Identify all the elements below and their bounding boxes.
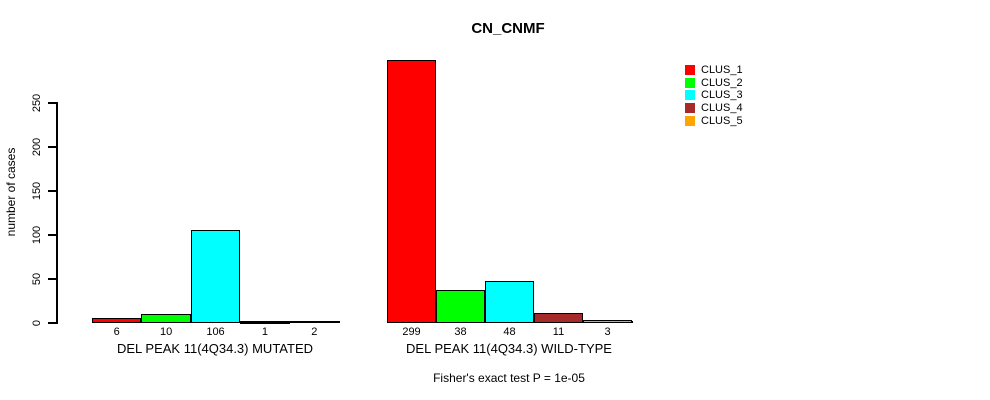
legend-swatch-clus-3 xyxy=(685,90,695,101)
y-tick-label: 0 xyxy=(31,319,43,327)
legend-swatch-clus-4 xyxy=(685,103,695,114)
y-tick-label: 100 xyxy=(31,225,43,245)
y-tick-label: 250 xyxy=(31,93,43,113)
legend-item-label: CLUS_1 xyxy=(701,64,743,76)
y-tick-mark xyxy=(48,146,56,148)
y-tick-mark xyxy=(48,322,56,324)
bar-clus-3-mutated xyxy=(190,230,241,323)
y-tick-mark xyxy=(48,190,56,192)
legend-item-label: CLUS_3 xyxy=(701,89,743,102)
bar-value-label: 3 xyxy=(604,326,611,338)
y-tick-mark xyxy=(48,234,56,236)
bar-clus-1-mutated xyxy=(92,318,142,323)
bar-clus-5-wild-type xyxy=(583,320,632,323)
legend-item-label: CLUS_4 xyxy=(701,102,743,115)
chart-title: CN_CNMF xyxy=(471,20,545,37)
y-tick-label: 200 xyxy=(31,137,43,157)
x-axis-title-mutated: DEL PEAK 11(4Q34.3) MUTATED xyxy=(116,341,314,356)
bar-clus-4-mutated xyxy=(240,322,290,324)
bar-clus-4-wild-type xyxy=(534,313,583,323)
bar-value-label: 38 xyxy=(454,326,467,338)
fisher-test-annotation: Fisher's exact test P = 1e-05 xyxy=(433,371,585,385)
bar-value-label: 106 xyxy=(206,326,225,338)
bar-clus-2-mutated xyxy=(141,314,191,323)
bar-value-label: 2 xyxy=(311,326,318,338)
y-axis-label: number of cases xyxy=(4,147,18,237)
legend-swatch-clus-1 xyxy=(685,65,695,75)
bar-value-label: 6 xyxy=(113,326,120,338)
bar-value-label: 10 xyxy=(159,326,173,338)
legend-item-label: CLUS_5 xyxy=(701,114,743,127)
bar-value-label: 48 xyxy=(503,326,516,338)
bar-clus-1-wild-type xyxy=(387,60,436,323)
bar-clus-3-wild-type xyxy=(485,281,534,323)
bar-value-label: 299 xyxy=(402,326,421,338)
y-tick-mark xyxy=(48,278,56,280)
y-tick-label: 50 xyxy=(31,272,43,286)
legend-item-label: CLUS_2 xyxy=(701,76,743,89)
legend-swatch-clus-2 xyxy=(685,77,695,88)
y-axis-line xyxy=(56,102,58,324)
bar-value-label: 11 xyxy=(552,326,565,338)
bar-clus-5-mutated xyxy=(289,321,339,323)
x-axis-title-wild-type: DEL PEAK 11(4Q34.3) WILD-TYPE xyxy=(406,341,612,356)
y-tick-mark xyxy=(48,102,56,104)
legend-swatch-clus-5 xyxy=(685,115,695,126)
y-tick-label: 150 xyxy=(31,181,43,201)
bar-value-label: 1 xyxy=(261,326,268,338)
bar-clus-2-wild-type xyxy=(436,290,485,323)
